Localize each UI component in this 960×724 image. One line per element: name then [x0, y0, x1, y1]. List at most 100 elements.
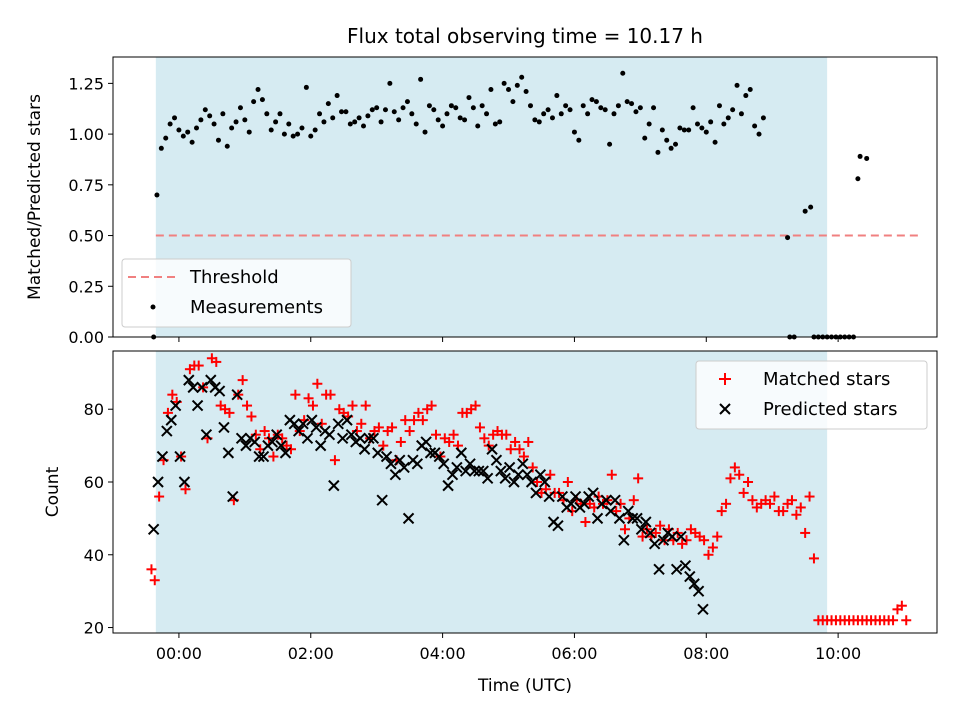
predicted-star-point — [534, 469, 547, 481]
matched-star-point — [580, 517, 591, 528]
measurement-point — [664, 137, 670, 143]
measurement-point — [716, 103, 722, 109]
predicted-star-point — [653, 563, 665, 576]
predicted-star-point — [499, 472, 511, 485]
predicted-star-point — [591, 512, 604, 525]
measurement-point — [598, 105, 604, 111]
measurement-point — [585, 111, 591, 117]
matched-star-point — [721, 498, 732, 509]
predicted-star-point — [503, 461, 516, 474]
matched-star-point — [167, 389, 178, 400]
measurement-point — [382, 107, 388, 113]
predicted-star-point — [481, 472, 494, 485]
predicted-star-point — [525, 476, 538, 488]
matched-star-point — [510, 436, 521, 447]
predicted-star-point — [455, 447, 467, 459]
predicted-star-point — [464, 458, 476, 470]
matched-star-point — [808, 553, 819, 564]
measurement-point — [571, 129, 577, 135]
predicted-star-point — [684, 570, 696, 583]
measurement-point — [668, 145, 674, 151]
measurement-point — [176, 127, 182, 133]
predicted-star-point — [477, 465, 489, 477]
predicted-star-point — [604, 505, 617, 517]
matched-star-point — [237, 375, 248, 386]
matched-star-point — [716, 506, 727, 517]
measurement-point — [703, 129, 709, 135]
measurement-point — [422, 129, 428, 135]
measurement-point — [646, 121, 652, 127]
measurement-point — [681, 127, 687, 133]
measurement-point — [694, 121, 700, 127]
matched-star-point — [633, 473, 644, 484]
predicted-star-point — [341, 414, 353, 426]
measurement-point — [259, 97, 265, 103]
predicted-star-point — [459, 465, 472, 477]
predicted-star-point — [600, 494, 613, 506]
matched-star-point — [562, 476, 573, 487]
measurement-point — [497, 119, 503, 125]
matched-star-point — [804, 491, 815, 502]
measurement-point — [268, 127, 274, 133]
predicted-star-point — [670, 563, 683, 576]
predicted-star-point — [363, 432, 375, 445]
predicted-star-point — [165, 414, 177, 426]
predicted-star-point — [200, 428, 213, 441]
measurement-point — [303, 84, 309, 90]
predicted-star-point — [345, 428, 358, 441]
measurement-point — [330, 115, 336, 121]
predicted-star-point — [657, 534, 670, 546]
measurement-point — [180, 133, 186, 139]
predicted-star-point — [310, 421, 322, 434]
predicted-star-point — [332, 418, 344, 430]
predicted-star-point — [323, 428, 336, 441]
matched-star-point — [347, 400, 358, 411]
matched-star-point — [743, 476, 754, 487]
predicted-star-point — [565, 498, 577, 510]
predicted-star-point — [556, 490, 569, 503]
measurement-point — [343, 109, 349, 115]
measurement-point — [286, 121, 292, 127]
predicted-star-point — [420, 436, 432, 448]
predicted-star-point — [508, 476, 520, 488]
predicted-star-point — [473, 465, 485, 477]
measurement-point — [690, 105, 696, 111]
measurement-point — [651, 105, 657, 111]
measurement-point — [488, 86, 494, 92]
matched-star-point — [307, 400, 318, 411]
matched-star-point — [448, 429, 459, 440]
measurement-point — [369, 107, 375, 113]
measurement-point — [457, 115, 463, 121]
measurement-point — [659, 127, 665, 133]
matched-star-point — [395, 436, 406, 447]
predicted-star-point — [433, 450, 446, 463]
figure-title: Flux total observing time = 10.17 h — [347, 24, 703, 48]
measurement-point — [673, 141, 679, 147]
measurement-point — [211, 121, 217, 127]
matched-star-point — [149, 575, 160, 586]
predicted-star-point — [297, 418, 309, 430]
measurement-point — [404, 99, 410, 105]
measurement-point — [308, 133, 314, 139]
predicted-star-point — [398, 461, 410, 474]
measurement-point — [734, 82, 740, 88]
bottom-y-tick-label: 20 — [84, 619, 104, 638]
matched-star-point — [312, 378, 323, 389]
measurement-point — [207, 113, 213, 119]
predicted-star-point — [692, 585, 705, 597]
legend-measurements-label: Measurements — [190, 297, 323, 318]
matched-star-point — [413, 407, 424, 418]
predicted-star-point — [275, 439, 287, 452]
matched-star-point — [259, 426, 270, 437]
measurement-point — [246, 129, 252, 135]
measurement-point — [536, 119, 542, 125]
predicted-star-point — [539, 476, 551, 488]
measurement-point — [163, 135, 169, 141]
measurement-point — [510, 99, 516, 105]
measurement-point — [545, 107, 551, 113]
predicted-star-point — [609, 494, 621, 506]
bottom-x-tick-label: 06:00 — [551, 644, 597, 663]
measurement-point — [567, 107, 573, 113]
matched-star-point — [211, 356, 222, 367]
predicted-star-point — [543, 490, 555, 503]
